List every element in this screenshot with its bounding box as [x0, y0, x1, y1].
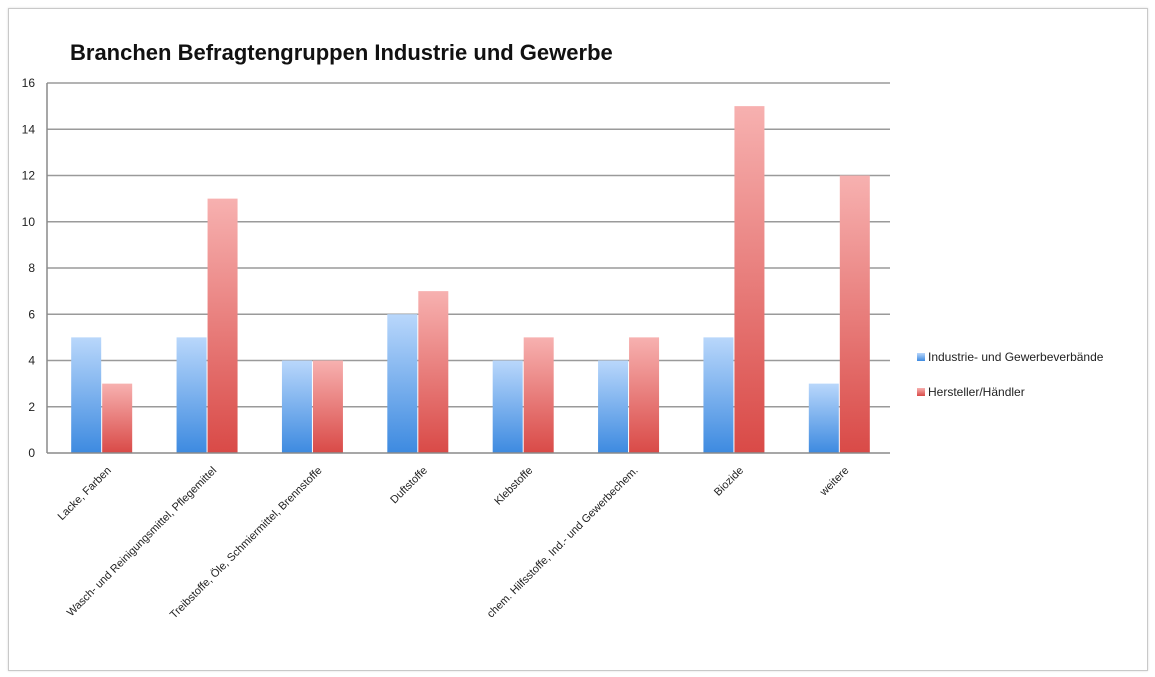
bar-industrie: [176, 337, 207, 453]
y-tick-label: 6: [28, 307, 35, 321]
x-category-label: weitere: [817, 465, 851, 499]
legend-label: Industrie- und Gewerbeverbände: [928, 350, 1104, 364]
y-tick-label: 10: [22, 215, 36, 229]
bar-hersteller: [102, 383, 133, 453]
y-tick-label: 8: [28, 261, 35, 275]
bar-hersteller: [523, 337, 554, 453]
y-tick-label: 16: [22, 76, 36, 90]
bar-industrie: [703, 337, 734, 453]
legend-swatch: [917, 388, 925, 396]
bar-industrie: [387, 314, 418, 453]
bar-hersteller: [418, 291, 449, 453]
bar-industrie: [492, 360, 523, 453]
bar-hersteller: [207, 198, 238, 453]
bar-hersteller: [629, 337, 660, 453]
bar-industrie: [71, 337, 102, 453]
y-tick-label: 2: [28, 400, 35, 414]
y-tick-label: 14: [22, 122, 36, 136]
x-category-label: Biozide: [712, 465, 746, 499]
bar-industrie: [281, 360, 312, 453]
bar-industrie: [598, 360, 629, 453]
y-tick-label: 12: [22, 169, 36, 183]
y-tick-label: 4: [28, 354, 35, 368]
bar-hersteller: [734, 106, 765, 453]
y-tick-label: 0: [28, 446, 35, 460]
bar-hersteller: [839, 175, 870, 453]
x-category-label: Duftstoffe: [388, 465, 430, 507]
bar-industrie: [808, 383, 839, 453]
x-category-label: Klebstoffe: [492, 465, 535, 508]
chart-title: Branchen Befragtengruppen Industrie und …: [70, 40, 613, 65]
legend-label: Hersteller/Händler: [928, 385, 1025, 399]
legend-swatch: [917, 353, 925, 361]
bar-hersteller: [312, 360, 343, 453]
x-category-label: Lacke, Farben: [56, 465, 114, 523]
